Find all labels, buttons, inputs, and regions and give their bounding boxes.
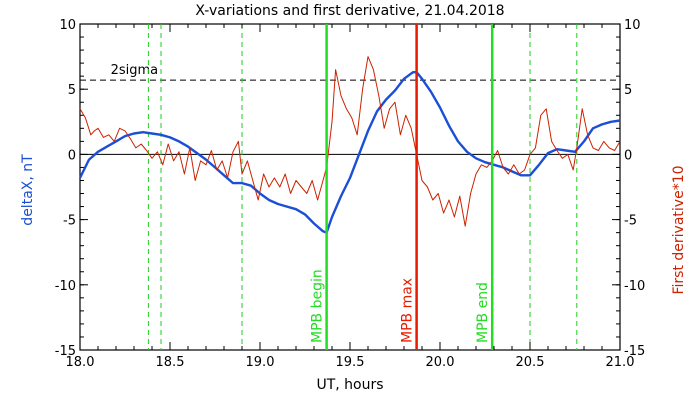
y-tick-label-right: -10 bbox=[624, 279, 645, 294]
x-tick-label: 18.0 bbox=[66, 355, 95, 370]
marker-label-0: MPB begin bbox=[310, 269, 326, 343]
x-tick-label: 19.0 bbox=[246, 355, 275, 370]
marker-label-2: MPB end bbox=[475, 282, 491, 343]
y-tick-label-left: 10 bbox=[59, 18, 76, 33]
y-tick-label-left: -10 bbox=[55, 279, 76, 294]
x-tick-label: 21.0 bbox=[606, 355, 635, 370]
y-tick-label-right: 5 bbox=[624, 83, 632, 98]
y-axis-label-right: First derivative*10 bbox=[671, 165, 687, 294]
x-tick-label: 20.5 bbox=[516, 355, 545, 370]
y-axis-label-left: deltaX, nT bbox=[20, 154, 36, 226]
x-tick-label: 19.5 bbox=[336, 355, 365, 370]
x-axis-label: UT, hours bbox=[316, 377, 383, 393]
y-tick-label-left: 0 bbox=[68, 148, 76, 163]
x-tick-label: 20.0 bbox=[426, 355, 455, 370]
y-tick-label-right: 0 bbox=[624, 148, 632, 163]
y-tick-label-right: -15 bbox=[624, 344, 645, 359]
marker-label-1: MPB max bbox=[400, 278, 416, 343]
y-tick-label-left: 5 bbox=[68, 83, 76, 98]
y-tick-label-right: 10 bbox=[624, 18, 641, 33]
y-tick-label-left: -5 bbox=[63, 214, 76, 229]
series-deltaX bbox=[78, 70, 621, 234]
y-tick-label-left: -15 bbox=[55, 344, 76, 359]
series-derivative bbox=[79, 56, 621, 227]
sigma-label: 2sigma bbox=[111, 63, 159, 78]
chart-title: X-variations and first derivative, 21.04… bbox=[195, 3, 504, 19]
y-tick-label-right: -5 bbox=[624, 214, 637, 229]
x-tick-label: 18.5 bbox=[156, 355, 185, 370]
